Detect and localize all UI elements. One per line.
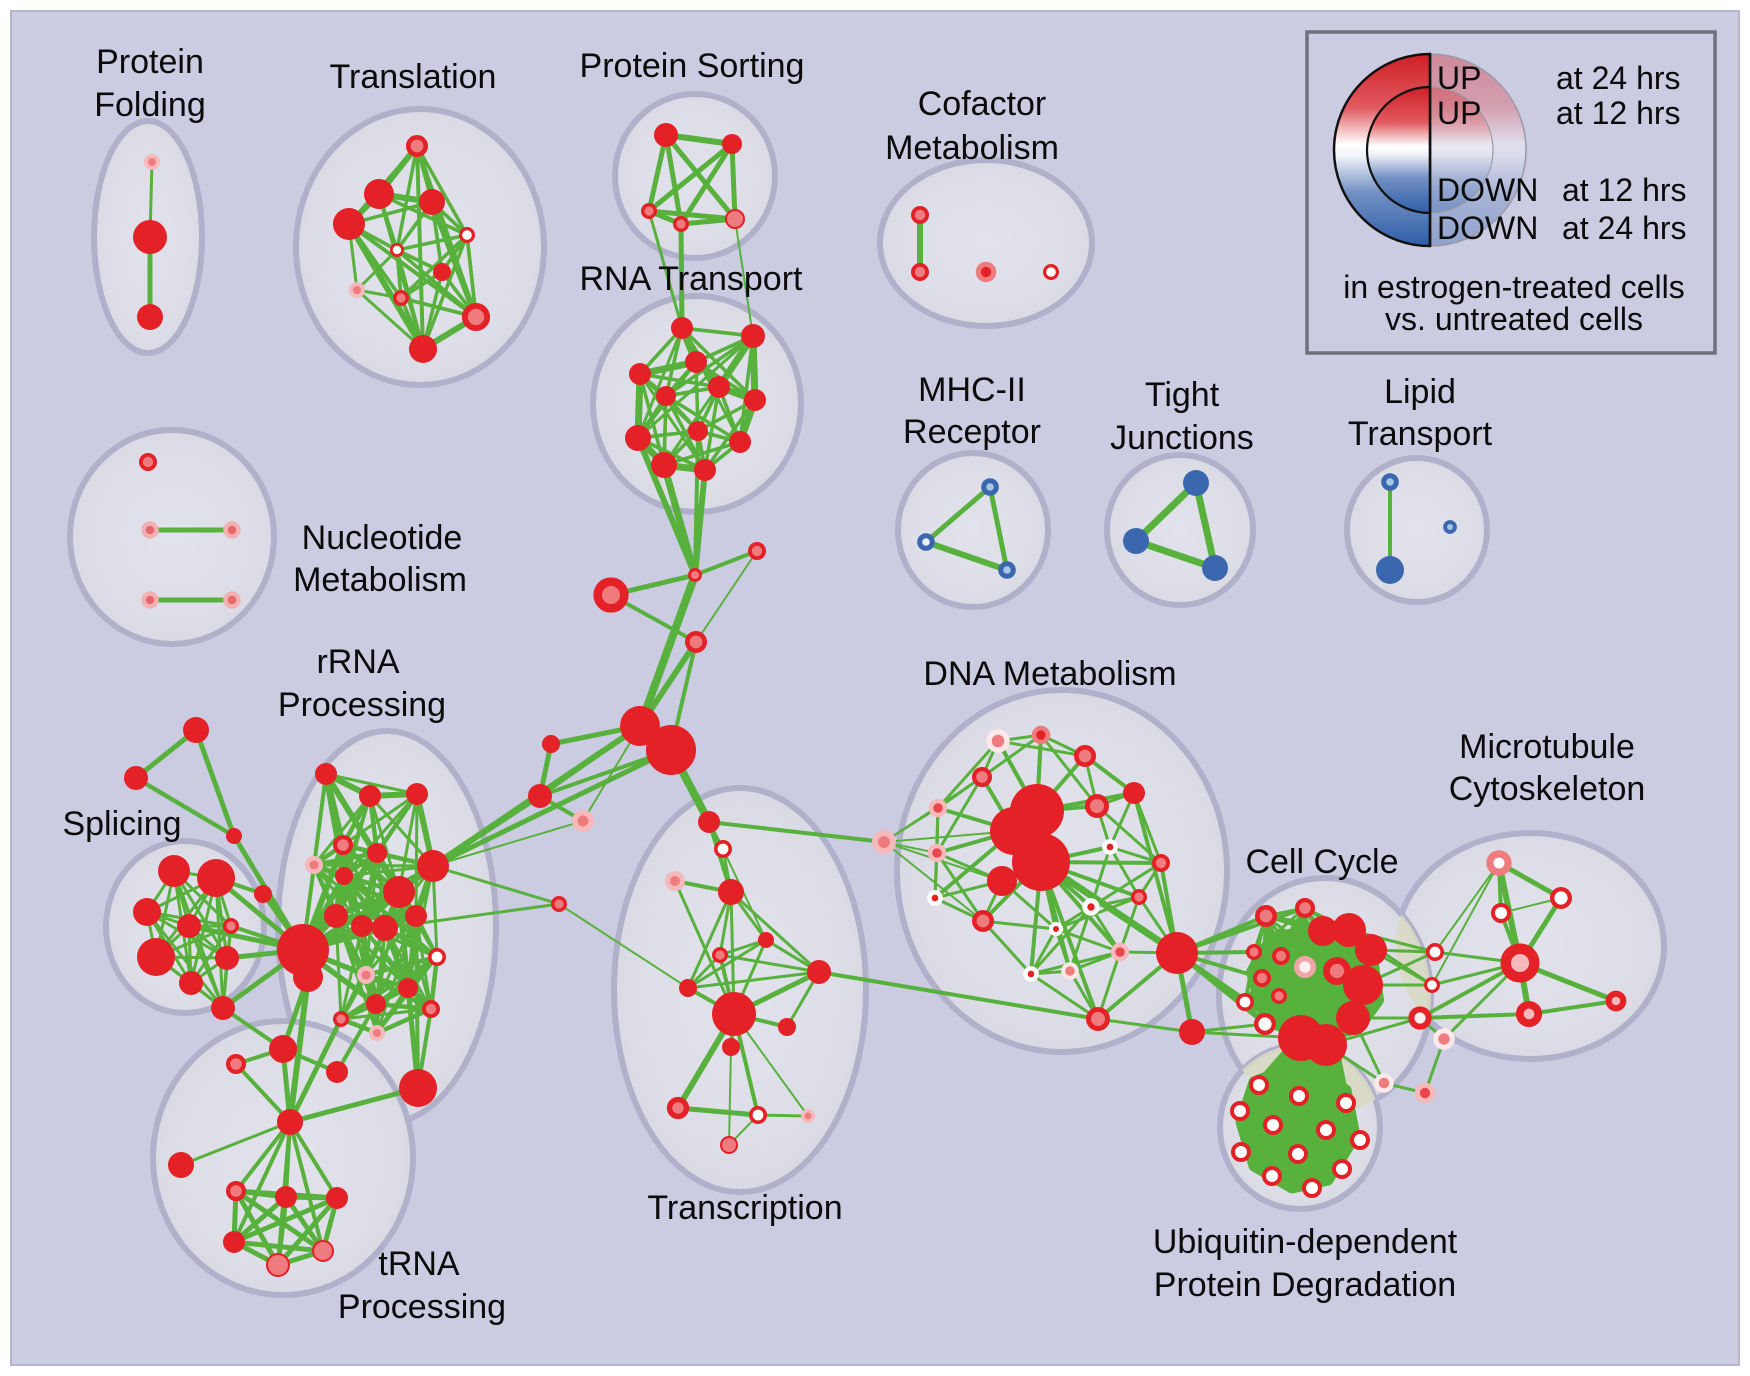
svg-text:Microtubule: Microtubule [1459, 728, 1635, 766]
svg-text:Ubiquitin-dependent: Ubiquitin-dependent [1153, 1223, 1458, 1261]
svg-text:UP: UP [1437, 95, 1481, 131]
svg-text:DOWN: DOWN [1437, 172, 1538, 208]
svg-text:vs. untreated cells: vs. untreated cells [1385, 301, 1643, 337]
svg-text:MHC-II: MHC-II [918, 371, 1026, 409]
svg-text:Translation: Translation [330, 58, 497, 96]
svg-text:at 12 hrs: at 12 hrs [1556, 95, 1681, 131]
svg-text:Transcription: Transcription [647, 1189, 842, 1227]
svg-text:at 24 hrs: at 24 hrs [1556, 60, 1681, 96]
svg-text:Transport: Transport [1348, 415, 1493, 453]
svg-text:Folding: Folding [94, 86, 206, 124]
svg-text:Protein Sorting: Protein Sorting [580, 47, 805, 85]
svg-text:Cell Cycle: Cell Cycle [1245, 843, 1398, 881]
svg-text:in estrogen-treated cells: in estrogen-treated cells [1343, 269, 1685, 305]
svg-text:Protein: Protein [96, 43, 204, 81]
svg-text:DNA Metabolism: DNA Metabolism [923, 655, 1176, 693]
svg-text:Processing: Processing [278, 686, 446, 724]
svg-text:Metabolism: Metabolism [885, 129, 1059, 167]
svg-text:Splicing: Splicing [62, 805, 181, 843]
svg-text:Protein Degradation: Protein Degradation [1154, 1266, 1456, 1304]
svg-text:at 24 hrs: at 24 hrs [1562, 210, 1687, 246]
svg-text:Lipid: Lipid [1384, 373, 1456, 411]
svg-text:Processing: Processing [338, 1288, 506, 1326]
svg-text:Tight: Tight [1145, 376, 1220, 414]
svg-text:Metabolism: Metabolism [293, 561, 467, 599]
svg-text:DOWN: DOWN [1437, 210, 1538, 246]
svg-text:tRNA: tRNA [378, 1245, 460, 1283]
svg-text:rRNA: rRNA [316, 643, 399, 681]
svg-text:Receptor: Receptor [903, 413, 1041, 451]
svg-text:Nucleotide: Nucleotide [302, 519, 463, 557]
svg-text:Cofactor: Cofactor [918, 85, 1047, 123]
svg-text:RNA Transport: RNA Transport [580, 260, 804, 298]
svg-text:UP: UP [1437, 60, 1481, 96]
svg-text:at 12 hrs: at 12 hrs [1562, 172, 1687, 208]
svg-text:Cytoskeleton: Cytoskeleton [1449, 770, 1646, 808]
svg-text:Junctions: Junctions [1110, 419, 1254, 457]
